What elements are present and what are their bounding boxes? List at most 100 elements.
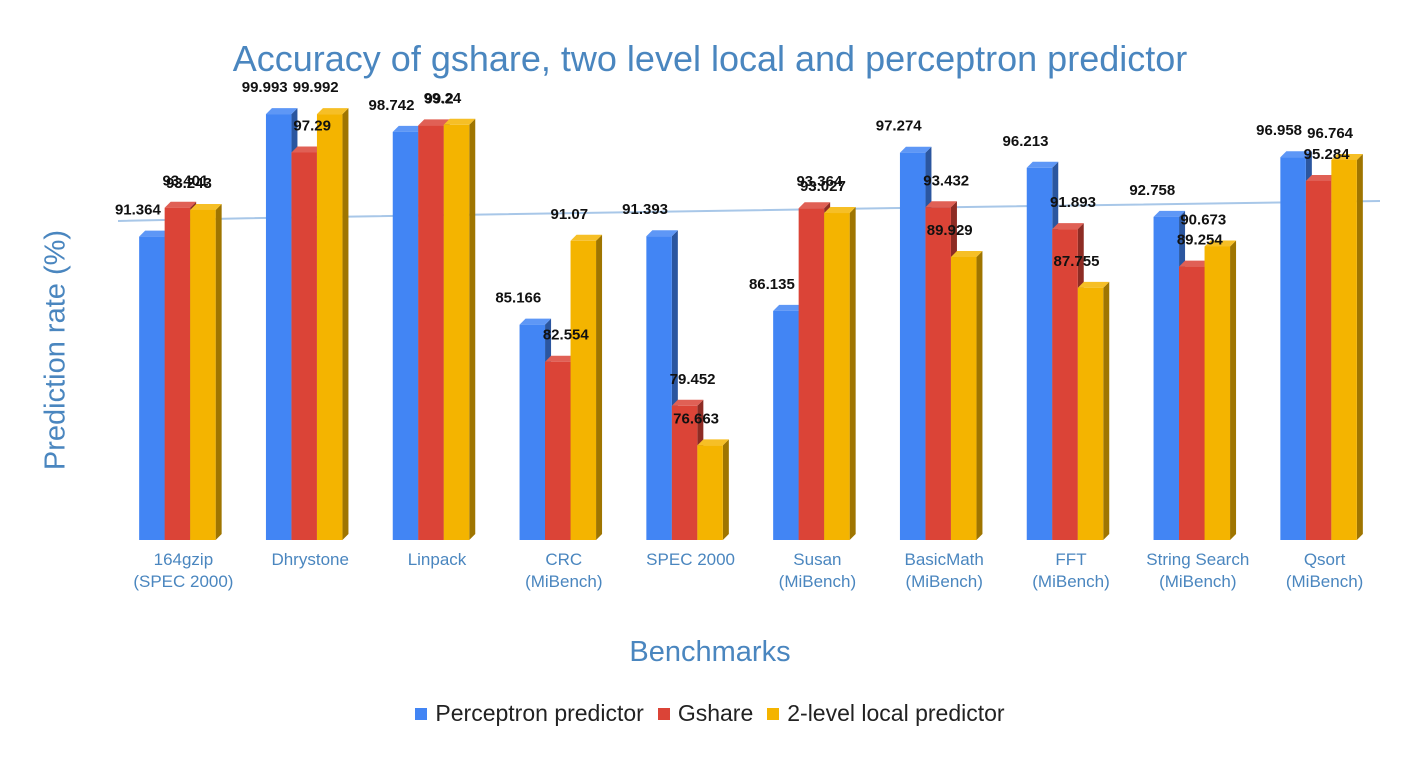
bar-top [265,108,298,115]
bar-front [671,405,698,540]
bar-7-series-3 [950,251,983,541]
bar-front [443,124,470,541]
trendline [117,200,1381,222]
bar-side [596,234,603,540]
data-label: 97.274 [876,118,923,135]
bar-front [773,310,799,540]
data-label: 93.401 [162,173,208,190]
bar-top [1179,260,1211,267]
bar-front [899,152,926,540]
bar-front [1153,216,1180,540]
bar-4-series-3 [570,234,603,540]
data-label: 91.393 [622,201,668,218]
bar-side [722,439,729,540]
bar-top [1280,151,1312,158]
chart-title: Accuracy of gshare, two level local and … [232,38,1188,79]
x-tick-label: SPEC 2000 [646,550,735,569]
bar-5-series-1 [646,230,678,540]
bar-3-series-3 [443,118,476,541]
bar-side [469,118,476,541]
legend-item: Gshare [657,700,753,727]
bar-top [519,318,552,325]
bar-front [164,207,191,540]
data-label: 98.742 [369,97,415,114]
bar-side [1230,240,1237,540]
bar-front [545,361,571,540]
data-label: 97.29 [293,117,331,134]
data-label: 93.243 [166,175,212,192]
bar-front [1280,157,1306,540]
data-label: 89.254 [1177,232,1224,249]
legend-swatch [767,707,780,720]
bar-side [1103,281,1110,540]
bar-top [443,118,476,125]
x-tick-label: String Search (MiBench) [1146,550,1249,591]
data-label: 95.284 [1304,146,1351,163]
bar-front [139,236,165,540]
bar-side [342,108,349,541]
bar-10-series-3 [1331,153,1363,540]
x-tick-label: 164gzip (SPEC 2000) [133,550,233,591]
data-label: 93.027 [800,178,846,195]
plot-area: 164gzip (SPEC 2000) Dhrystone Linpack CRC (Mi… [115,79,1381,591]
bar-top [1052,223,1084,230]
bar-side [976,251,983,541]
data-label: 82.554 [543,327,590,344]
bar-front [1204,246,1231,540]
bar-front [316,114,343,541]
x-tick-label: Linpack [408,550,467,569]
bar-front [646,236,672,540]
legend: Perceptron predictor Gshare 2-level local … [0,700,1420,727]
bar-top [1305,174,1338,181]
bar-6-series-3 [824,207,856,540]
data-label: 99.993 [242,79,288,96]
data-label: 92.758 [1129,182,1175,199]
bar-top [545,355,577,362]
x-axis-title: Benchmarks [629,636,791,668]
x-tick-label: Qsort (MiBench) [1286,550,1363,591]
bar-front [925,207,951,540]
bar-8-series-3 [1077,281,1110,540]
bar-front [291,152,317,540]
bar-5-series-2 [671,399,704,540]
legend-swatch [415,707,428,720]
legend-item: 2-level local predictor [767,700,1005,727]
data-label: 89.929 [927,222,973,239]
bar-top [950,251,983,258]
bar-top [925,201,957,208]
bar-front [824,213,850,540]
bar-front [1052,229,1078,541]
bar-top [773,304,805,311]
bar-top [646,230,678,237]
bar-top [190,203,222,210]
bar-front [1305,180,1332,540]
bar-front [798,208,825,540]
legend-swatch [657,707,670,720]
bar-front [190,209,216,540]
data-label: 99.24 [424,90,462,107]
bar-front [1026,167,1053,541]
data-label: 85.166 [495,290,541,307]
bar-front [265,114,292,541]
bar-2-series-3 [316,108,349,541]
data-label: 79.452 [670,371,716,388]
bar-front [950,257,977,540]
bar-top [164,201,197,208]
data-label: 86.135 [749,276,795,293]
bar-top [899,146,932,153]
bar-1-series-3 [190,203,222,540]
data-label: 91.364 [115,202,162,219]
data-label: 87.755 [1054,253,1100,270]
bar-top [392,125,425,132]
x-tick-label: FFT (MiBench) [1032,550,1109,591]
data-label: 91.893 [1050,194,1096,211]
bar-top [1153,210,1186,217]
bar-front [1077,287,1104,540]
bar-side [1356,153,1363,540]
data-label: 93.364 [796,173,843,190]
bar-top [1077,281,1110,288]
data-label: 90.673 [1180,211,1226,228]
bar-front [1179,266,1205,540]
data-label: 96.958 [1256,122,1302,139]
